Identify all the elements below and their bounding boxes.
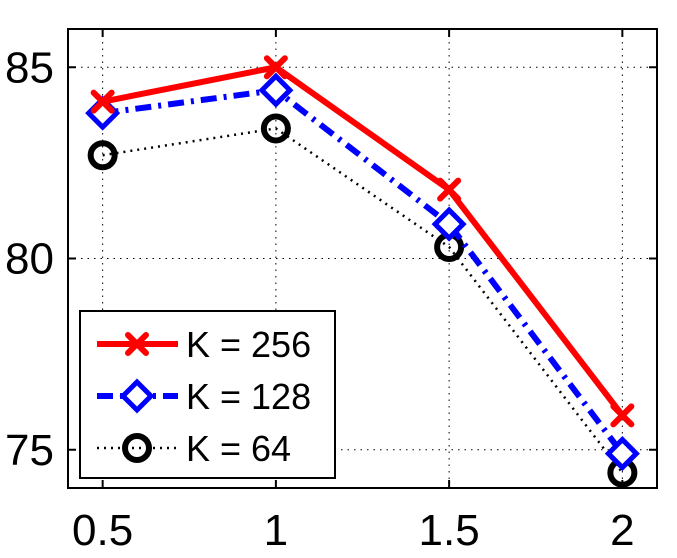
legend-label: K = 128 xyxy=(186,376,311,417)
series-group xyxy=(85,55,640,488)
x-tick-label: 0.5 xyxy=(72,506,133,555)
y-tick-label: 75 xyxy=(5,426,54,475)
data-point xyxy=(437,177,462,202)
legend-marker xyxy=(125,332,149,356)
legend-label: K = 256 xyxy=(186,324,311,365)
axis-ticks: 0.5 1 1.5 2 75 80 85 xyxy=(5,29,657,555)
data-point xyxy=(604,436,640,472)
data-point xyxy=(87,140,118,171)
data-point xyxy=(90,89,115,114)
y-tick-label: 80 xyxy=(5,235,54,284)
x-tick-label: 1 xyxy=(264,506,288,555)
data-point xyxy=(431,206,467,242)
x-marker-icon xyxy=(125,332,149,356)
series-line xyxy=(102,87,625,456)
x-tick-label: 2 xyxy=(610,506,634,555)
data-point xyxy=(258,72,294,108)
data-point xyxy=(260,113,291,144)
y-tick-label: 85 xyxy=(5,43,54,92)
legend-marker xyxy=(119,378,155,414)
series-0 xyxy=(90,55,635,428)
series-line xyxy=(102,127,624,474)
data-point xyxy=(263,55,288,80)
x-marker-icon xyxy=(610,403,635,428)
data-point xyxy=(610,403,635,428)
x-marker-icon xyxy=(263,55,288,80)
legend-marker xyxy=(122,433,152,463)
x-tick-label: 1.5 xyxy=(419,506,480,555)
legend: K = 256 K = 128 K = 64 xyxy=(79,310,336,479)
x-marker-icon xyxy=(90,89,115,114)
series-line xyxy=(102,64,625,418)
legend-label: K = 64 xyxy=(186,428,291,469)
x-marker-icon xyxy=(437,177,462,202)
